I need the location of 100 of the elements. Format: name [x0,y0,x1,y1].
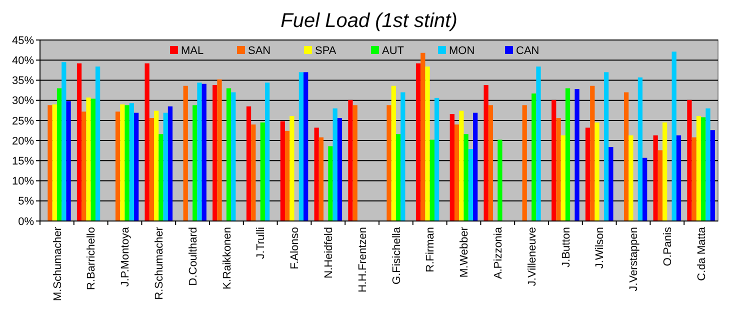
bar [251,124,256,221]
legend-label: AUT [382,44,404,57]
y-tick-label: 0% [18,216,34,228]
bar [352,105,358,221]
bar [585,128,590,221]
x-tick-label: A.Pizzonia [492,226,504,279]
bar [498,140,502,221]
bar [48,105,52,221]
bar [628,135,634,221]
bar [90,98,96,221]
bar [473,112,478,221]
bar [662,122,668,221]
legend-label: MON [449,44,475,57]
bar [710,130,715,221]
bar [52,104,57,221]
x-tick-label: C.da Matta [696,226,708,281]
bar [154,110,159,221]
legend-label: SAN [248,44,271,57]
bar [192,105,198,221]
bar [556,118,561,221]
bar [701,117,706,221]
bar [464,134,468,221]
bar [624,92,629,221]
bar [687,100,692,221]
bar [522,105,527,221]
bar [115,112,120,221]
bar [337,118,342,221]
bar [124,105,130,221]
chart-title: Fuel Load (1st stint) [280,10,458,32]
bar [450,114,454,221]
bar [134,112,139,221]
bar [468,149,474,221]
bar [638,77,643,221]
x-tick-label: R.Schumacher [154,226,166,300]
y-tick-label: 10% [12,176,34,188]
y-tick-label: 35% [12,75,34,88]
bar [328,146,333,221]
x-tick-label: J.Button [560,227,572,268]
bar [536,66,541,221]
bar [552,100,556,221]
bar [197,82,202,221]
bar [676,135,682,221]
y-tick-label: 20% [12,135,34,148]
x-tick-label: F.Alonso [289,227,302,270]
bar [565,88,570,221]
bar [488,105,494,221]
bar [434,98,440,221]
bar [604,72,609,221]
bar [332,108,338,221]
bar [76,63,82,221]
legend-label: SPA [315,44,337,57]
bar [66,101,71,221]
bar [608,146,614,221]
bar [696,116,702,221]
legend-label: CAN [516,44,540,57]
bar [120,104,125,221]
x-tick-label: J.Villeneuve [526,227,538,286]
bar [226,88,232,221]
y-tick-label: 25% [12,115,34,128]
bar [231,92,236,221]
x-tick-label: O.Panis [662,226,674,266]
bar [144,63,150,221]
bar [129,103,134,221]
x-tick-label: M.Webber [458,226,471,278]
bar [280,121,285,221]
bar [658,150,663,221]
bar [217,79,222,221]
bar [416,63,421,221]
bar [459,110,464,221]
x-tick-label: J.Verstappen [628,227,640,292]
y-tick-label: 5% [18,196,34,208]
bar [318,137,324,221]
bar [400,92,406,221]
bar [298,72,304,221]
bar [386,105,392,221]
x-tick-label: N.Heidfeld [323,227,335,278]
x-tick-label: J.Trulli [255,227,268,259]
bar [56,88,62,221]
bar [594,122,600,221]
bar [183,86,188,221]
y-tick-label: 30% [12,95,34,108]
bar [163,112,168,221]
x-tick-label: H.H.Frentzen [356,227,369,292]
bar [396,134,401,221]
bar [149,118,154,221]
x-tick-label: M.Schumacher [52,226,64,301]
bar [560,135,566,221]
bar [425,66,430,221]
x-tick-label: R.Barrichello [86,227,98,290]
bar [484,85,488,221]
bar [304,72,308,221]
bar [62,62,66,221]
bar [532,93,536,221]
bar [706,108,710,221]
bar [212,85,218,221]
x-tick-label: G.Fisichella [390,226,403,284]
bar [202,84,206,221]
bar [314,128,319,221]
bar [653,135,658,221]
x-tick-label: D.Coulthard [187,227,200,286]
